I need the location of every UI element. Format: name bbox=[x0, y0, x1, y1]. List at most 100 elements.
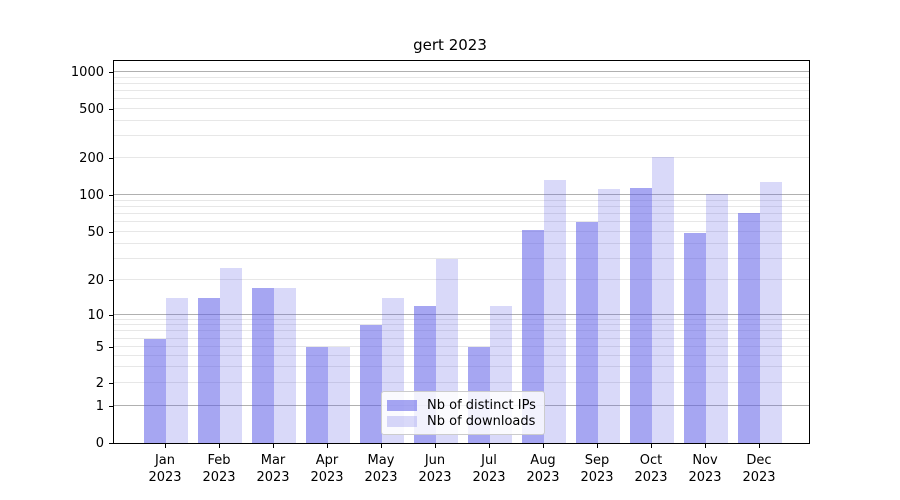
y-tick bbox=[109, 280, 113, 281]
y-tick bbox=[109, 315, 113, 316]
x-tick bbox=[165, 444, 166, 448]
y-tick-label: 5 bbox=[95, 340, 104, 355]
x-tick bbox=[543, 444, 544, 448]
y-tick-label: 0 bbox=[95, 436, 104, 451]
gridline-minor bbox=[114, 98, 809, 100]
y-tick-label: 1 bbox=[95, 399, 104, 414]
x-tick-year: 2023 bbox=[742, 470, 776, 485]
x-tick bbox=[705, 444, 706, 448]
x-tick-year: 2023 bbox=[580, 470, 614, 485]
x-tick bbox=[759, 444, 760, 448]
bar-distinct-ips-oct bbox=[630, 187, 652, 443]
x-tick-label: Mar 2023 bbox=[246, 452, 300, 486]
gridline-minor bbox=[114, 354, 809, 356]
x-tick bbox=[489, 444, 490, 448]
gridline-minor bbox=[114, 279, 809, 280]
legend-label-downloads: Nb of downloads bbox=[427, 414, 536, 430]
legend-item-downloads: Nb of downloads bbox=[387, 414, 536, 431]
x-tick-month: Apr bbox=[315, 453, 339, 468]
gridline-minor bbox=[114, 108, 809, 109]
gridline-minor bbox=[114, 199, 809, 201]
bar-downloads-jan bbox=[166, 298, 188, 443]
gridline-minor bbox=[114, 242, 809, 244]
bar-downloads-mar bbox=[274, 288, 296, 443]
gridline-minor bbox=[114, 346, 809, 347]
bar-downloads-feb bbox=[220, 268, 242, 443]
x-tick-year: 2023 bbox=[526, 470, 560, 485]
bar-downloads-dec bbox=[760, 182, 782, 443]
bar-downloads-nov bbox=[706, 193, 728, 443]
bar-downloads-oct bbox=[652, 156, 674, 443]
x-tick-label: May 2023 bbox=[354, 452, 408, 486]
x-tick-label: Jun 2023 bbox=[408, 452, 462, 486]
y-tick-label: 50 bbox=[87, 225, 104, 240]
gridline-minor bbox=[114, 82, 809, 84]
bar-distinct-ips-nov bbox=[684, 233, 706, 443]
x-tick-year: 2023 bbox=[202, 470, 236, 485]
gridline-minor bbox=[114, 76, 809, 78]
x-tick bbox=[381, 444, 382, 448]
x-tick-label: Aug 2023 bbox=[516, 452, 570, 486]
legend-swatch-downloads-icon bbox=[387, 416, 417, 428]
y-tick bbox=[109, 195, 113, 196]
x-tick-year: 2023 bbox=[634, 470, 668, 485]
x-tick-month: Jul bbox=[481, 453, 497, 468]
y-tick bbox=[109, 109, 113, 110]
legend-item-distinct-ips: Nb of distinct IPs bbox=[387, 397, 536, 414]
y-tick-label: 20 bbox=[87, 273, 104, 288]
x-tick-month: May bbox=[367, 453, 395, 468]
x-tick-label: Apr 2023 bbox=[300, 452, 354, 486]
y-tick-label: 2 bbox=[95, 376, 104, 391]
gridline-minor bbox=[114, 324, 809, 326]
bar-distinct-ips-mar bbox=[252, 288, 274, 443]
y-tick bbox=[109, 158, 113, 159]
x-tick-year: 2023 bbox=[472, 470, 506, 485]
gridline-minor bbox=[114, 366, 809, 368]
x-tick bbox=[273, 444, 274, 448]
y-tick bbox=[109, 406, 113, 407]
y-tick bbox=[109, 383, 113, 384]
plot-area: Nb of distinct IPs Nb of downloads bbox=[113, 60, 810, 444]
x-tick-month: Jun bbox=[424, 453, 446, 468]
x-tick bbox=[597, 444, 598, 448]
y-tick bbox=[109, 232, 113, 233]
bar-distinct-ips-jan bbox=[144, 338, 166, 443]
gridline-minor bbox=[114, 382, 809, 383]
gridline-minor bbox=[114, 337, 809, 339]
x-tick-label: Dec 2023 bbox=[732, 452, 786, 486]
bar-distinct-ips-feb bbox=[198, 298, 220, 443]
x-tick-month: Sep bbox=[584, 453, 610, 468]
x-tick bbox=[435, 444, 436, 448]
y-tick-label: 200 bbox=[79, 151, 104, 166]
x-tick bbox=[651, 444, 652, 448]
x-tick-year: 2023 bbox=[256, 470, 290, 485]
chart-title: gert 2023 bbox=[413, 36, 487, 54]
gridline-minor bbox=[114, 330, 809, 332]
legend-label-distinct-ips: Nb of distinct IPs bbox=[427, 397, 536, 413]
bar-distinct-ips-apr bbox=[306, 347, 328, 443]
x-tick-year: 2023 bbox=[364, 470, 398, 485]
x-tick-label: Jul 2023 bbox=[462, 452, 516, 486]
x-tick-year: 2023 bbox=[310, 470, 344, 485]
gridline-minor bbox=[114, 257, 809, 259]
y-tick-label: 100 bbox=[79, 188, 104, 203]
x-tick-label: Jan 2023 bbox=[138, 452, 192, 486]
x-tick-month: Nov bbox=[692, 453, 718, 468]
gridline-minor bbox=[114, 205, 809, 207]
x-tick-year: 2023 bbox=[148, 470, 182, 485]
x-tick bbox=[219, 444, 220, 448]
gridline-minor bbox=[114, 231, 809, 232]
x-tick-label: Sep 2023 bbox=[570, 452, 624, 486]
x-tick-year: 2023 bbox=[688, 470, 722, 485]
x-tick-month: Aug bbox=[530, 453, 556, 468]
bar-distinct-ips-may bbox=[360, 325, 382, 443]
y-tick bbox=[109, 72, 113, 73]
x-tick bbox=[327, 444, 328, 448]
x-tick-year: 2023 bbox=[418, 470, 452, 485]
gridline-major bbox=[114, 314, 809, 315]
y-tick bbox=[109, 443, 113, 444]
gridline-major bbox=[114, 71, 809, 72]
gridline-major bbox=[114, 194, 809, 195]
x-tick-month: Feb bbox=[207, 453, 231, 468]
